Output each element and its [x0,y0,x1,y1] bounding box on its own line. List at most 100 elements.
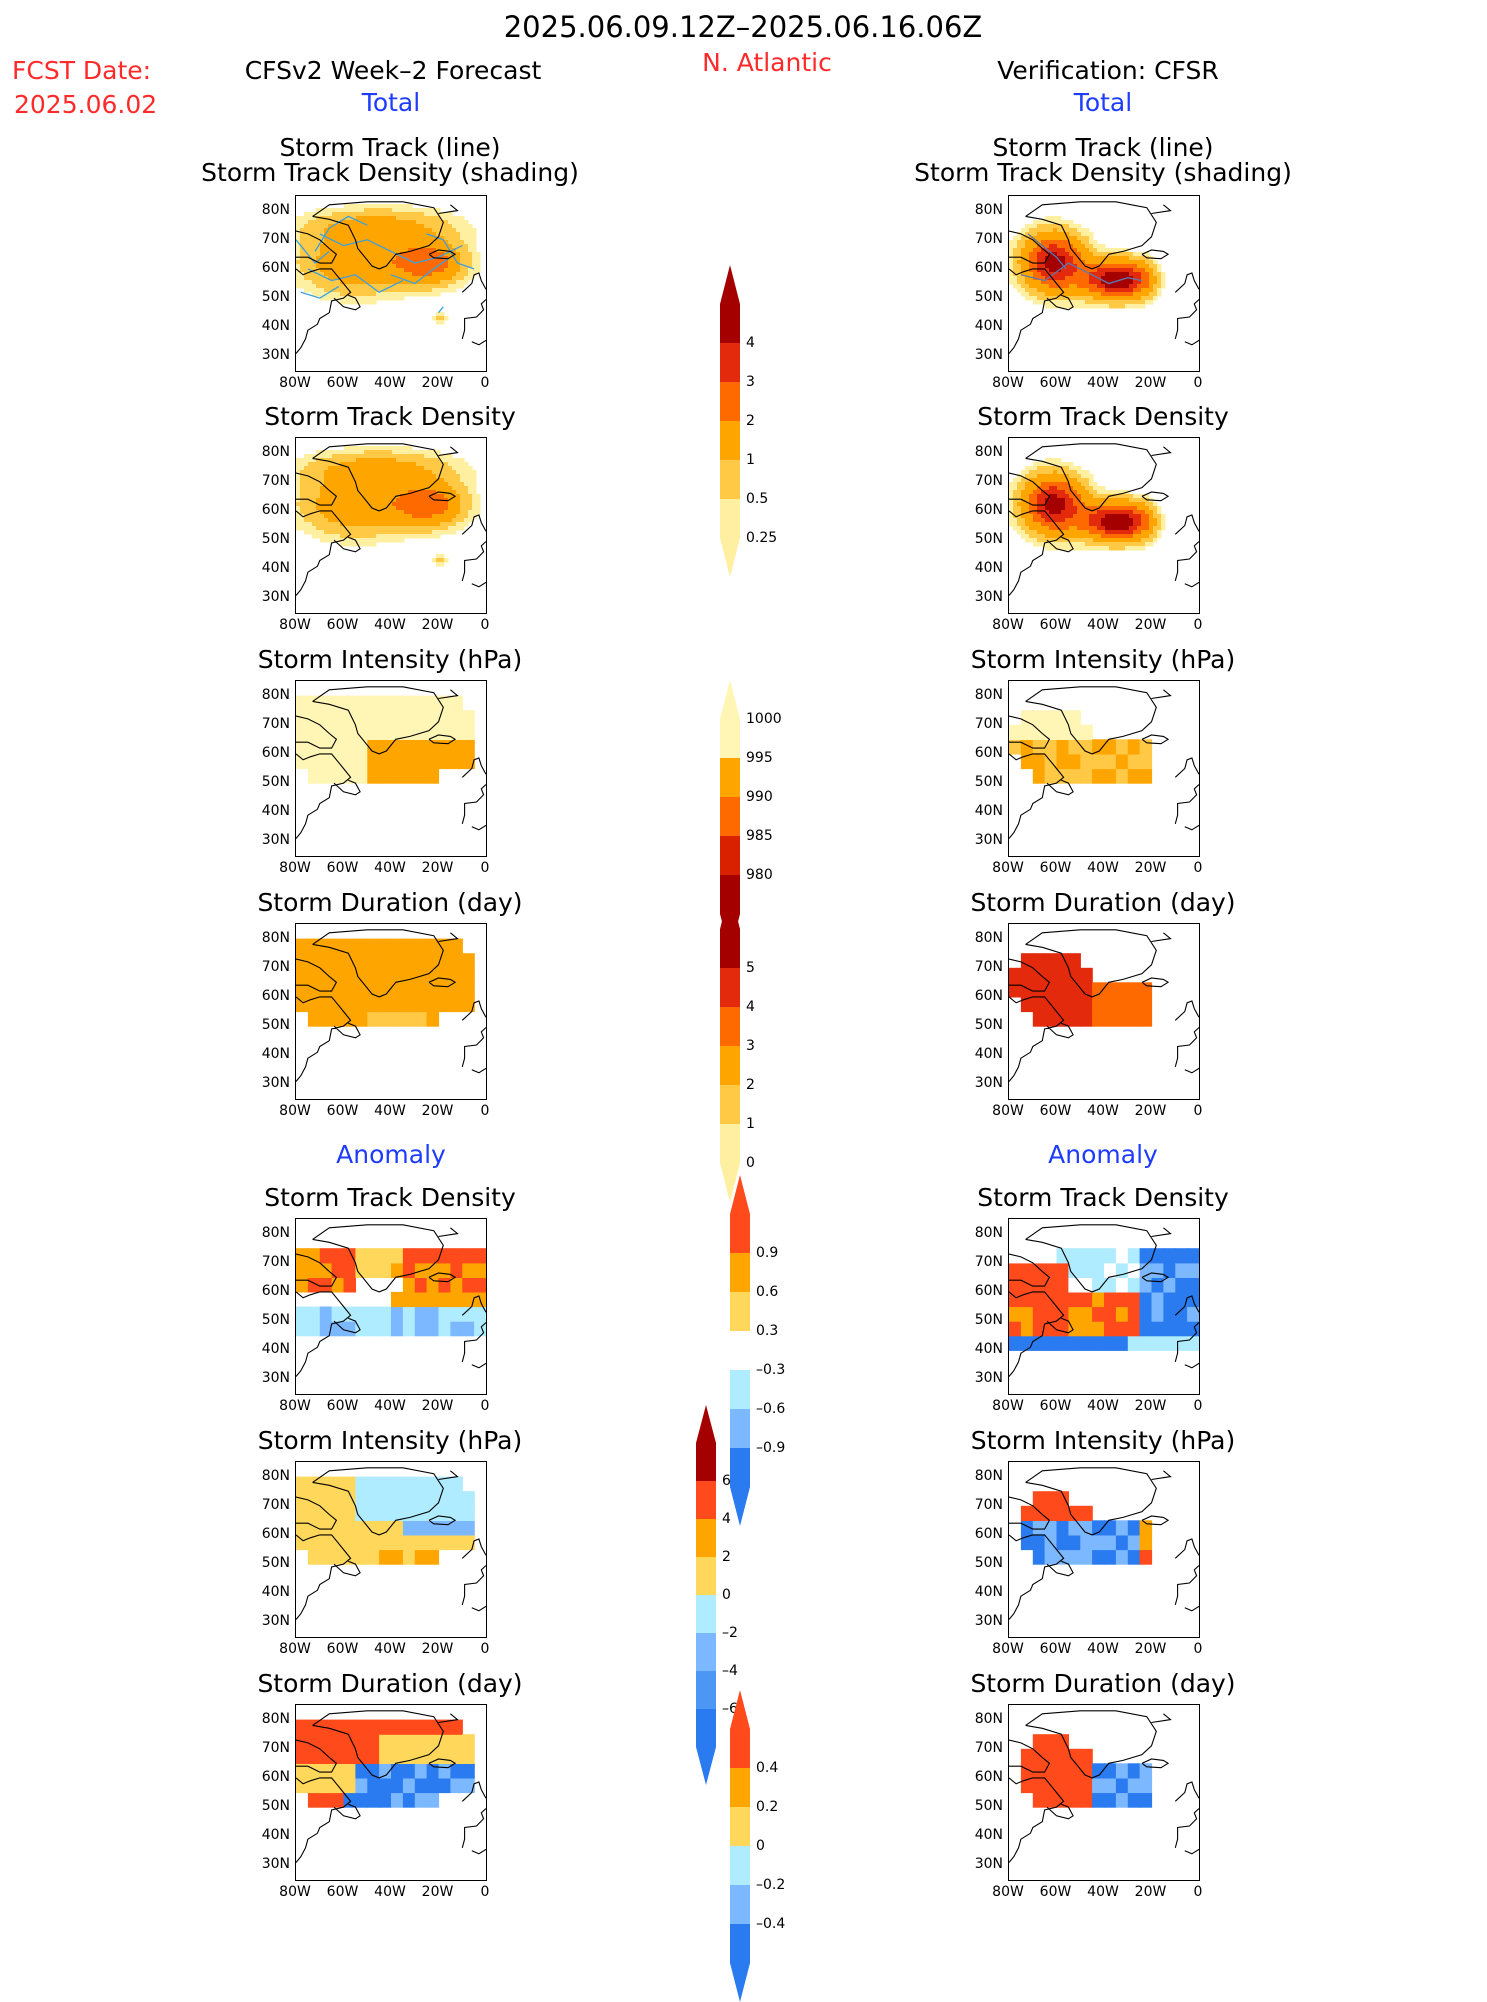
lon-tick: 80W [279,1103,311,1119]
lat-tick: 60N [974,1282,1003,1299]
lon-tick: 20W [1134,1398,1167,1414]
lat-tick: 70N [261,715,290,732]
colorbar-label: 6 [722,1473,731,1489]
lon-tick: 20W [421,1641,454,1657]
colorbar-label: 3 [746,374,755,390]
lon-tick: 60W [1039,1884,1072,1900]
lon-tick: 0 [480,1398,490,1414]
lat-tick: 30N [261,589,290,606]
lat-tick: 40N [974,1046,1003,1063]
lon-tick: 80W [279,860,311,876]
lat-tick: 70N [261,1739,290,1756]
lat-tick: 80N [974,686,1003,703]
lat-tick: 70N [261,958,290,975]
lon-tick: 0 [1193,1398,1203,1414]
lat-tick: 70N [974,230,1003,247]
lat-tick: 40N [974,1341,1003,1358]
verification-panel-title: Storm Track Density [977,402,1229,431]
lat-tick: 70N [974,1496,1003,1513]
fcst-date: 2025.06.02 [14,90,158,119]
forecast-map-density [295,437,487,614]
colorbar-intensity: 1000 995 990 985 980 [718,680,888,953]
lon-tick: 20W [1134,860,1167,876]
colorbar-label: –0.9 [756,1440,786,1456]
lon-tick: 20W [421,1103,454,1119]
colorbar-label: 0.6 [756,1284,779,1300]
lon-tick: 40W [1087,1641,1119,1657]
lon-tick: 40W [374,1641,406,1657]
forecast-panel-title: Storm Duration (day) [257,1669,523,1698]
colorbar-label: –4 [722,1663,738,1679]
lat-tick: 50N [974,1555,1003,1572]
colorbar-density: 4 3 2 1 0.5 0.25 [718,265,888,577]
lat-tick: 30N [974,1075,1003,1092]
forecast-total-label: Total [361,88,421,117]
lat-tick: 50N [261,289,290,306]
lat-tick: 70N [261,472,290,489]
forecast-map-a_duration [295,1704,487,1881]
lon-tick: 40W [374,1884,406,1900]
lon-tick: 40W [374,860,406,876]
lat-tick: 50N [261,774,290,791]
lon-tick: 40W [1087,860,1119,876]
lon-tick: 60W [1039,617,1072,633]
lon-tick: 60W [1039,375,1072,391]
lon-tick: 40W [1087,1398,1119,1414]
lon-tick: 40W [1087,1103,1119,1119]
colorbar-label: 2 [746,413,755,429]
lon-tick: 0 [1193,860,1203,876]
lon-tick: 0 [1193,617,1203,633]
lat-tick: 40N [261,803,290,820]
lon-tick: 0 [480,375,490,391]
lat-tick: 60N [261,987,290,1004]
forecast-title: CFSv2 Week–2 Forecast [244,56,542,85]
lat-tick: 30N [261,1370,290,1387]
verification-panel-title: Storm Track Density (shading) [914,158,1292,187]
lon-tick: 60W [1039,1641,1072,1657]
lat-tick: 30N [974,832,1003,849]
colorbar-label: –0.4 [756,1916,786,1932]
lat-tick: 70N [974,1739,1003,1756]
lat-tick: 60N [261,259,290,276]
lat-tick: 40N [261,1584,290,1601]
colorbar-label: 2 [746,1077,755,1093]
lon-tick: 20W [1134,617,1167,633]
lon-tick: 80W [279,1641,311,1657]
verification-anomaly-label: Anomaly [1048,1140,1158,1169]
lat-tick: 80N [261,201,290,218]
lat-tick: 60N [261,1525,290,1542]
colorbar-label: –6 [722,1701,738,1717]
forecast-map-a_intensity [295,1461,487,1638]
lat-tick: 50N [974,1312,1003,1329]
lat-tick: 30N [261,1856,290,1873]
verification-panel-title: Storm Duration (day) [970,1669,1236,1698]
verification-map-intensity [1008,680,1200,857]
colorbar-anom_intensity: 6 4 2 0 –2 –4 –6 [694,1405,864,1785]
lat-tick: 80N [974,1224,1003,1241]
lon-tick: 60W [1039,1103,1072,1119]
lat-tick: 70N [261,1496,290,1513]
lat-tick: 50N [974,289,1003,306]
lon-tick: 20W [421,1884,454,1900]
lon-tick: 40W [1087,1884,1119,1900]
lon-tick: 0 [480,1641,490,1657]
lon-tick: 80W [992,1884,1024,1900]
lon-tick: 60W [326,1884,359,1900]
forecast-panel-title: Storm Duration (day) [257,888,523,917]
lat-tick: 40N [261,1046,290,1063]
forecast-panel-title: Storm Track Density [264,402,516,431]
colorbar-label: 1000 [746,711,782,727]
lon-tick: 0 [480,1103,490,1119]
lat-tick: 50N [974,1017,1003,1034]
forecast-map-a_density [295,1218,487,1395]
colorbar-label: 2 [722,1549,731,1565]
lat-tick: 80N [261,443,290,460]
lat-tick: 50N [261,1798,290,1815]
forecast-panel-title: Storm Intensity (hPa) [257,645,523,674]
lat-tick: 50N [261,1312,290,1329]
lat-tick: 70N [974,958,1003,975]
lat-tick: 30N [974,1613,1003,1630]
lon-tick: 60W [326,860,359,876]
lon-tick: 80W [279,1884,311,1900]
lon-tick: 0 [1193,1884,1203,1900]
